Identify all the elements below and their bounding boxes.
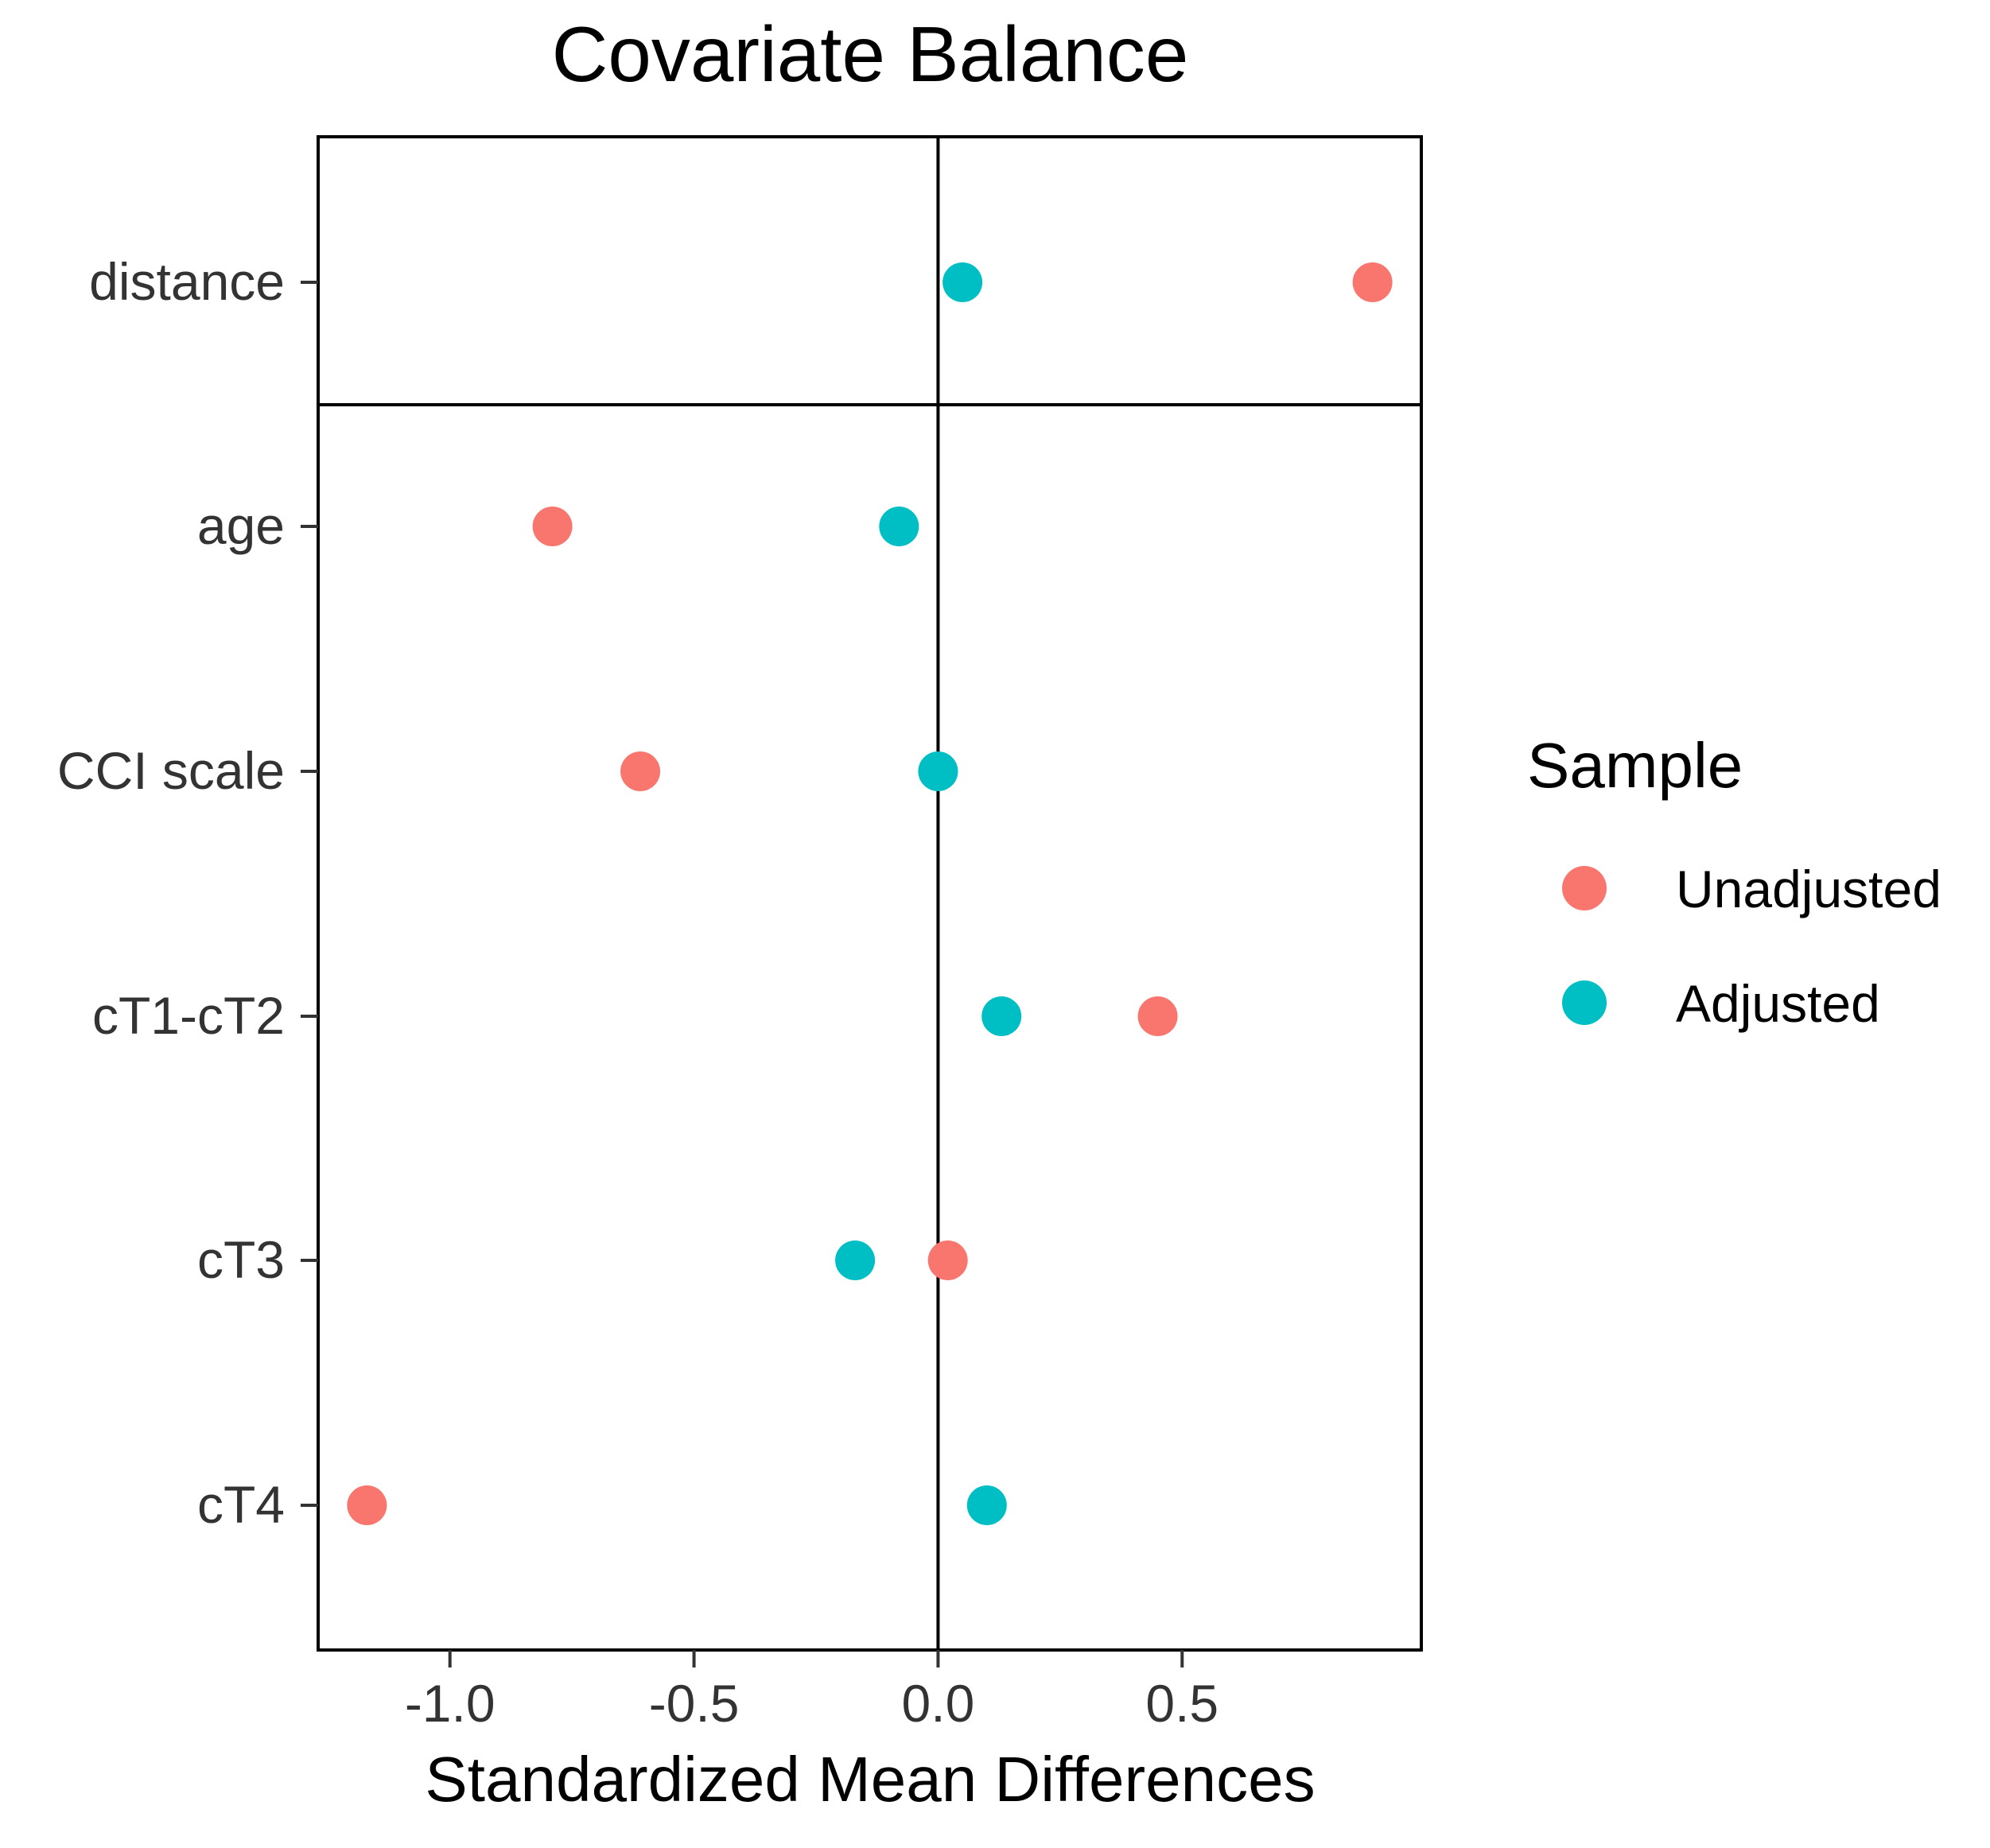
y-tick-label: age xyxy=(197,496,285,555)
x-tick-label: -0.5 xyxy=(649,1674,740,1733)
unadjusted-point-ct1-ct2 xyxy=(1137,996,1178,1036)
y-tick-label: CCI scale xyxy=(57,741,285,800)
x-tick-label: 0.5 xyxy=(1145,1674,1218,1733)
x-axis-title: Standardized Mean Differences xyxy=(425,1744,1315,1815)
adjusted-point-age xyxy=(879,507,919,546)
adjusted-point-ct1-ct2 xyxy=(981,996,1022,1036)
adjusted-point-ct4 xyxy=(966,1485,1007,1525)
y-tick-label: cT4 xyxy=(197,1475,285,1534)
adjusted-point-distance xyxy=(943,262,983,302)
unadjusted-legend-label: Unadjusted xyxy=(1676,860,1941,918)
adjusted-legend-label: Adjusted xyxy=(1676,974,1880,1033)
legend-title: Sample xyxy=(1527,730,1743,801)
data-points xyxy=(347,262,1393,1525)
plot-panels xyxy=(317,135,1423,1652)
y-axis-ticks: distance age CCI scale cT1-cT2 cT3 cT4 xyxy=(57,252,318,1534)
adjusted-legend-key xyxy=(1562,980,1607,1025)
unadjusted-point-distance xyxy=(1352,262,1393,302)
x-tick-label: 0.0 xyxy=(902,1674,975,1733)
legend-items: Unadjusted Adjusted xyxy=(1562,860,1941,1033)
x-axis-ticks: -1.0 -0.5 0.0 0.5 xyxy=(405,1650,1218,1733)
adjusted-point-cci-scale xyxy=(918,751,958,791)
x-tick-label: -1.0 xyxy=(405,1674,496,1733)
unadjusted-legend-key xyxy=(1562,866,1607,910)
y-tick-label: cT1-cT2 xyxy=(92,986,285,1045)
bottom-panel-border xyxy=(317,403,1423,1652)
top-panel-border xyxy=(317,135,1423,406)
y-tick-label: distance xyxy=(89,252,285,311)
chart-title: Covariate Balance xyxy=(552,10,1189,98)
unadjusted-point-cci-scale xyxy=(620,751,661,791)
unadjusted-point-ct3 xyxy=(927,1240,968,1280)
unadjusted-point-ct4 xyxy=(347,1485,387,1525)
y-tick-label: cT3 xyxy=(197,1230,285,1289)
legend: Sample Unadjusted Adjusted xyxy=(1527,730,1941,1033)
adjusted-point-ct3 xyxy=(835,1240,876,1280)
unadjusted-point-age xyxy=(532,507,573,546)
